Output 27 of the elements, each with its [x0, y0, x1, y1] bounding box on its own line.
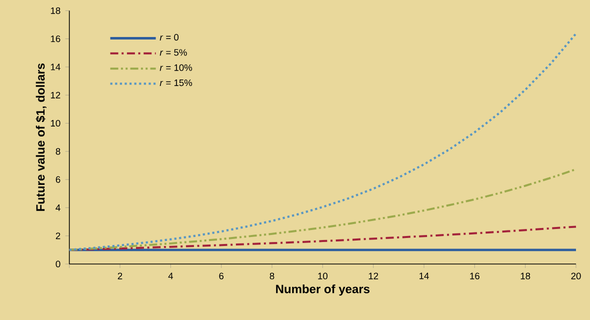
legend-label: r = 0 — [160, 34, 179, 41]
x-tick-label: 10 — [318, 272, 328, 280]
x-tick-label: 14 — [420, 272, 429, 280]
y-tick-label: 2 — [56, 232, 60, 240]
x-tick-label: 8 — [270, 272, 274, 280]
legend-label: r = 10% — [160, 64, 192, 71]
x-tick-label: 12 — [368, 272, 378, 280]
y-tick-label: 12 — [50, 92, 60, 98]
x-tick-label: 16 — [470, 272, 480, 280]
y-tick-label: 16 — [50, 36, 60, 42]
y-tick-label: 4 — [56, 204, 60, 211]
x-tick-label: 4 — [168, 272, 173, 280]
legend-label: r = 15% — [160, 80, 192, 86]
y-tick-label: 10 — [50, 120, 60, 127]
y-tick-label: 8 — [56, 148, 60, 155]
x-tick-label: 18 — [520, 272, 530, 280]
y-tick-label: 14 — [50, 64, 60, 70]
y-tick-label: 18 — [50, 7, 60, 14]
x-tick-label: 20 — [571, 272, 581, 280]
x-tick-label: 2 — [118, 272, 122, 280]
y-tick-label: 6 — [56, 176, 60, 183]
legend-label: r = 5% — [160, 49, 187, 56]
y-tick-label: 0 — [56, 260, 60, 268]
x-tick-label: 6 — [219, 272, 224, 280]
line-series — [68, 32, 578, 251]
x-axis-title: Number of years — [276, 284, 370, 296]
y-axis-title: Future value of $1, dollars — [36, 63, 46, 211]
